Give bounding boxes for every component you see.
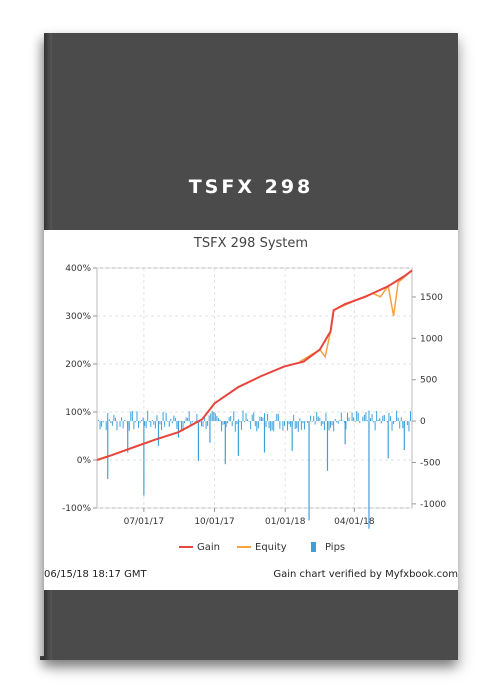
- x-tick-label: 04/01/18: [334, 517, 375, 527]
- chart-verified-note: Gain chart verified by Myfxbook.com: [273, 569, 458, 580]
- y-right-tick-label: 1500: [420, 293, 443, 303]
- y-left-tick-label: -100%: [62, 504, 91, 514]
- y-right-tick-label: -500: [420, 458, 441, 468]
- y-left-tick-label: 100%: [65, 408, 91, 418]
- pips-series: [96, 410, 413, 529]
- legend-label-gain: Gain: [197, 542, 220, 553]
- y-right-tick-label: -1000: [420, 500, 446, 510]
- x-tick-label: 10/01/17: [194, 517, 234, 527]
- chart-panel: TSFX 298 System 400% 300% 200% 100% 0% -100% 1…: [44, 230, 458, 590]
- legend-label-equity: Equity: [255, 542, 287, 553]
- y-left-tick-label: 400%: [65, 264, 91, 274]
- gain-line: [96, 269, 413, 461]
- cover-title: TSFX 298: [188, 176, 314, 198]
- y-right-tick-label: 0: [420, 417, 426, 427]
- legend-swatch-pips: [311, 542, 316, 552]
- y-left-tick-label: 300%: [65, 312, 91, 322]
- x-tick-label: 07/01/17: [124, 517, 164, 527]
- y-left-tick-label: 0%: [77, 456, 92, 466]
- x-tick-label: 01/01/18: [265, 517, 306, 527]
- y-left-tick-label: 200%: [65, 360, 91, 370]
- chart-title: TSFX 298 System: [193, 236, 309, 251]
- y-right-tick-label: 1000: [420, 334, 443, 344]
- gain-chart: 400% 300% 200% 100% 0% -100% 1500 1000 500 0 -500 -…: [62, 264, 446, 553]
- legend-label-pips: Pips: [325, 542, 345, 553]
- y-right-tick-label: 500: [420, 376, 437, 386]
- chart-timestamp: 06/15/18 18:17 GMT: [44, 569, 147, 580]
